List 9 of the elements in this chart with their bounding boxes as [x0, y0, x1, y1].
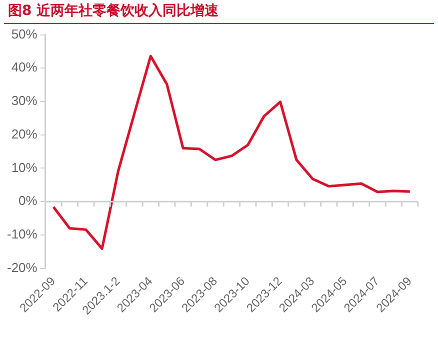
y-tick-label: -20%: [6, 260, 38, 275]
chart-title: 图8 近两年社零餐饮收入同比增速: [4, 0, 434, 24]
y-tick-label: 40%: [11, 60, 38, 75]
y-tick-label: 30%: [11, 93, 38, 108]
y-tick-label: 50%: [11, 26, 38, 42]
y-tick-label: 0%: [18, 193, 38, 208]
y-tick-label: 20%: [11, 126, 38, 142]
y-tick-label: -10%: [6, 226, 38, 242]
y-tick-label: 10%: [11, 160, 38, 175]
